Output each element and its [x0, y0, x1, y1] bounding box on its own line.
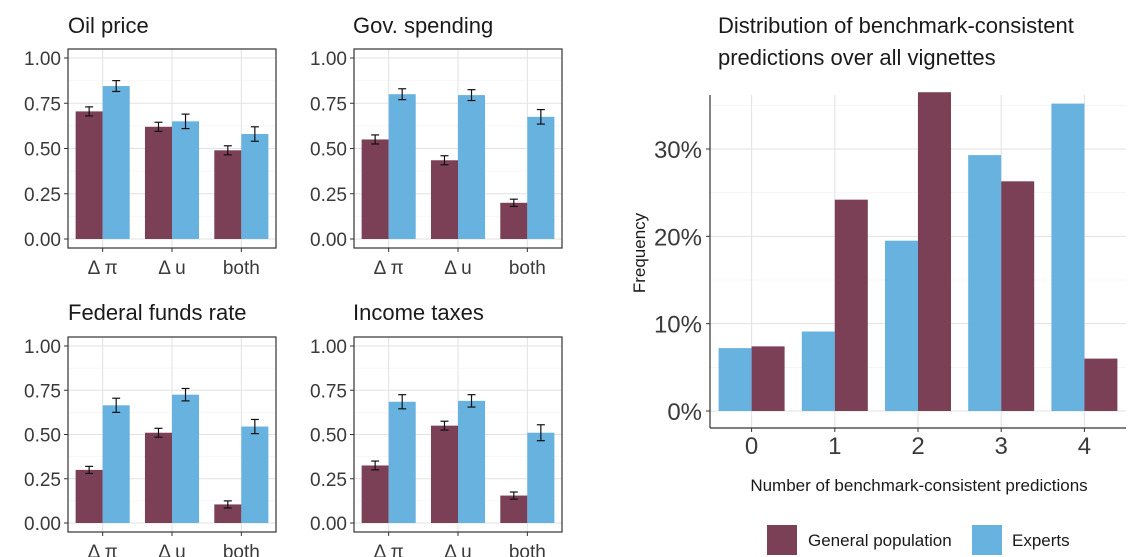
y-tick-label: 0.00 [24, 514, 61, 535]
chart-title-line: predictions over all vignettes [718, 45, 996, 70]
panel-3: Income taxes 0.00 0.25 0.50 0.75 1.00 Δ π Δ u bo… [310, 300, 563, 557]
legend-swatch-general [767, 525, 797, 555]
y-tick-label: 0.75 [24, 381, 61, 402]
bar [172, 394, 200, 523]
bar [1051, 103, 1085, 411]
bar [241, 426, 269, 523]
bar [214, 150, 242, 239]
bar [500, 495, 528, 523]
legend-label: Experts [1012, 531, 1070, 550]
bar [361, 465, 389, 523]
y-tick-label: 0.00 [24, 230, 61, 251]
x-tick-label: Δ u [444, 258, 472, 279]
bar [430, 425, 458, 523]
y-tick-label: 1.00 [24, 337, 61, 358]
bar [834, 199, 868, 411]
bar [1084, 358, 1118, 411]
x-tick-label: Δ π [374, 258, 404, 279]
bar [430, 160, 458, 239]
x-tick-label: both [223, 258, 260, 279]
y-tick-label: 0.75 [310, 381, 347, 402]
y-tick-label: 0.25 [310, 185, 347, 206]
y-tick-label: 30% [654, 137, 702, 164]
x-tick-label: 1 [828, 433, 841, 460]
bar [214, 504, 242, 523]
y-axis-title: Frequency [630, 212, 649, 293]
y-tick-label: 0.50 [24, 426, 61, 447]
y-tick-label: 1.00 [310, 337, 347, 358]
y-tick-label: 1.00 [310, 49, 347, 70]
panel-title: Oil price [68, 13, 149, 38]
x-tick-label: Δ π [374, 542, 404, 557]
bar [801, 331, 835, 411]
x-axis-title: Number of benchmark-consistent predictio… [750, 476, 1087, 495]
bar [172, 121, 200, 239]
y-tick-label: 0% [667, 399, 702, 426]
bar [918, 92, 951, 411]
bar [75, 469, 103, 523]
x-tick-label: both [509, 542, 546, 557]
y-tick-label: 0.00 [310, 514, 347, 535]
x-tick-label: both [509, 258, 546, 279]
x-tick-label: Δ u [158, 258, 186, 279]
bar [144, 432, 172, 523]
x-tick-label: 4 [1078, 433, 1091, 460]
distribution-chart: Distribution of benchmark-consistent pred… [630, 13, 1126, 555]
x-tick-label: Δ u [444, 542, 472, 557]
x-tick-label: both [223, 542, 260, 557]
bar [388, 401, 416, 523]
bar [458, 95, 486, 239]
panel-0: Oil price 0.00 0.25 0.50 0.75 1.00 Δ π Δ u both [24, 13, 277, 279]
y-tick-label: 20% [654, 224, 702, 251]
bar [144, 126, 172, 239]
y-tick-label: 0.75 [24, 94, 61, 115]
bar [751, 346, 785, 411]
y-tick-label: 10% [654, 312, 702, 339]
x-tick-label: Δ π [88, 258, 118, 279]
x-tick-label: Δ π [88, 542, 118, 557]
y-tick-label: 0.25 [24, 185, 61, 206]
y-tick-label: 0.25 [24, 470, 61, 491]
x-tick-label: 0 [745, 433, 758, 460]
bar [527, 432, 555, 523]
x-tick-label: 2 [911, 433, 924, 460]
bar [885, 240, 918, 411]
bar [361, 139, 389, 239]
bar [102, 405, 130, 523]
x-tick-label: Δ u [158, 542, 186, 557]
bar [75, 111, 103, 239]
bar [968, 155, 1002, 411]
panel-title: Income taxes [353, 300, 484, 325]
bar [102, 86, 130, 240]
legend-label: General population [808, 531, 952, 550]
panel-2: Federal funds rate 0.00 0.25 0.50 0.75 1.00 Δ … [24, 300, 277, 557]
bar [527, 116, 555, 239]
y-tick-label: 0.50 [310, 426, 347, 447]
y-tick-label: 1.00 [24, 49, 61, 70]
bar [500, 202, 528, 239]
panel-1: Gov. spending 0.00 0.25 0.50 0.75 1.00 Δ π Δ u b… [310, 13, 563, 279]
y-tick-label: 0.00 [310, 230, 347, 251]
legend-swatch-experts [972, 525, 1002, 555]
y-tick-label: 0.50 [24, 140, 61, 161]
bar [388, 94, 416, 239]
bar [718, 348, 752, 411]
chart-title-line: Distribution of benchmark-consistent [718, 13, 1074, 38]
legend: General population Experts [767, 525, 1070, 555]
panel-title: Federal funds rate [68, 300, 247, 325]
x-tick-label: 3 [995, 433, 1008, 460]
panel-title: Gov. spending [353, 13, 493, 38]
y-tick-label: 0.25 [310, 470, 347, 491]
bar [458, 400, 486, 523]
y-tick-label: 0.75 [310, 94, 347, 115]
y-tick-label: 0.50 [310, 140, 347, 161]
bar [1001, 181, 1035, 411]
bar [241, 134, 269, 239]
